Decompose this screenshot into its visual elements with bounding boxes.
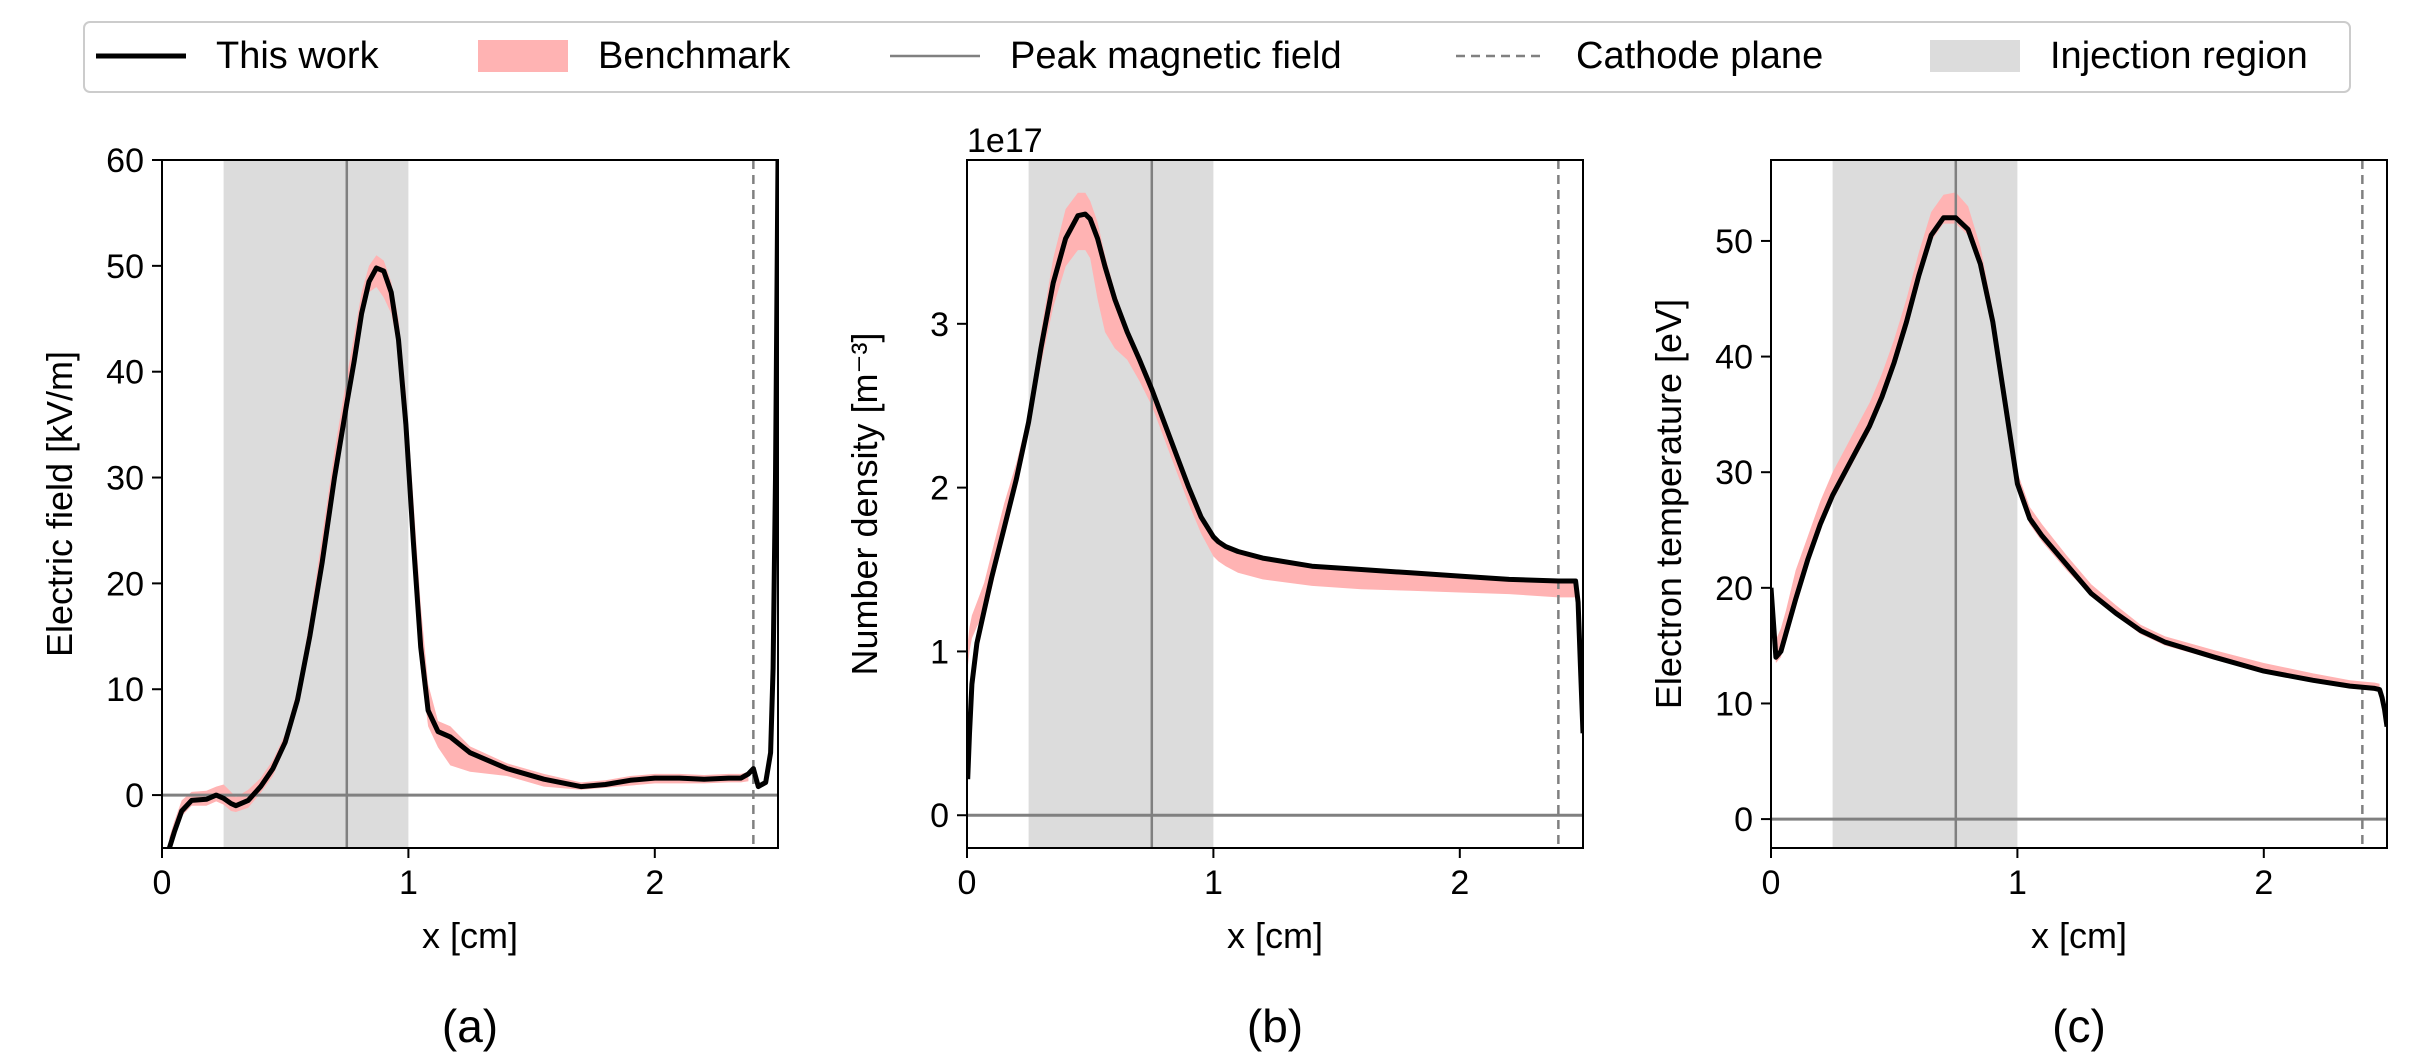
y-tick-label: 40 [106, 354, 144, 392]
panel-label: (c) [2052, 1000, 2106, 1052]
panel-label: (a) [442, 1000, 498, 1052]
y-tick-label: 0 [1734, 801, 1753, 839]
y-tick-label: 20 [106, 565, 144, 603]
y-tick-label: 40 [1715, 339, 1753, 377]
legend-swatch [478, 40, 568, 72]
axis-offset-text: 1e17 [967, 122, 1043, 160]
y-tick-label: 30 [106, 460, 144, 498]
legend: This work Benchmark Peak magnetic field Cat… [83, 21, 2351, 93]
y-tick-label: 3 [930, 306, 949, 344]
y-tick-label: 50 [1715, 223, 1753, 261]
x-tick-label: 2 [1450, 864, 1469, 902]
legend-label: Cathode plane [1576, 35, 1823, 77]
x-tick-label: 1 [1204, 864, 1223, 902]
chart-panel: 0 1 2 0 1 2 3 1e17 x [cm] Number density [m⁻³] (b) [844, 122, 1584, 1052]
legend-label: Injection region [2050, 35, 2308, 77]
y-axis-label: Electric field [kV/m] [39, 351, 80, 657]
x-tick-label: 2 [2254, 864, 2273, 902]
y-tick-label: 10 [1715, 685, 1753, 723]
x-axis-label: x [cm] [1227, 915, 1323, 956]
y-axis-label: Electron temperature [eV] [1648, 299, 1689, 709]
x-tick-label: 0 [958, 864, 977, 902]
plot-area [967, 160, 1583, 848]
this-work-line [167, 160, 778, 848]
legend-entry: This work [96, 35, 380, 77]
x-tick-label: 2 [645, 864, 664, 902]
this-work-line [1771, 215, 2387, 727]
x-axis-label: x [cm] [2031, 915, 2127, 956]
y-tick-label: 0 [125, 777, 144, 815]
y-tick-label: 2 [930, 470, 949, 508]
benchmark-band [169, 255, 749, 848]
x-tick-label: 1 [2008, 864, 2027, 902]
this-work-line [967, 211, 1583, 780]
y-tick-label: 20 [1715, 570, 1753, 608]
legend-label: Peak magnetic field [1010, 35, 1342, 77]
legend-label: Benchmark [598, 35, 791, 77]
legend-entry: Peak magnetic field [890, 35, 1342, 77]
axes-frame [1770, 159, 2388, 849]
y-tick-label: 60 [106, 142, 144, 180]
plot-area [1771, 160, 2387, 848]
y-tick-label: 30 [1715, 454, 1753, 492]
axes-frame [161, 159, 779, 849]
y-axis-label: Number density [m⁻³] [844, 332, 885, 675]
legend-swatch [1930, 40, 2020, 72]
legend-entry: Cathode plane [1456, 35, 1823, 77]
x-tick-label: 0 [1762, 864, 1781, 902]
axes-frame [966, 159, 1584, 849]
legend-frame [83, 21, 2351, 93]
y-tick-label: 50 [106, 248, 144, 286]
panel-label: (b) [1247, 1000, 1303, 1052]
y-tick-label: 1 [930, 633, 949, 671]
plot-area [162, 160, 778, 848]
x-tick-label: 0 [153, 864, 172, 902]
x-tick-label: 1 [399, 864, 418, 902]
y-tick-label: 0 [930, 797, 949, 835]
x-axis-label: x [cm] [422, 915, 518, 956]
legend-entry: Benchmark [478, 35, 791, 77]
legend-label: This work [216, 35, 380, 77]
y-tick-label: 10 [106, 671, 144, 709]
injection-region [1832, 160, 2018, 848]
legend-entry: Injection region [1930, 35, 2308, 77]
